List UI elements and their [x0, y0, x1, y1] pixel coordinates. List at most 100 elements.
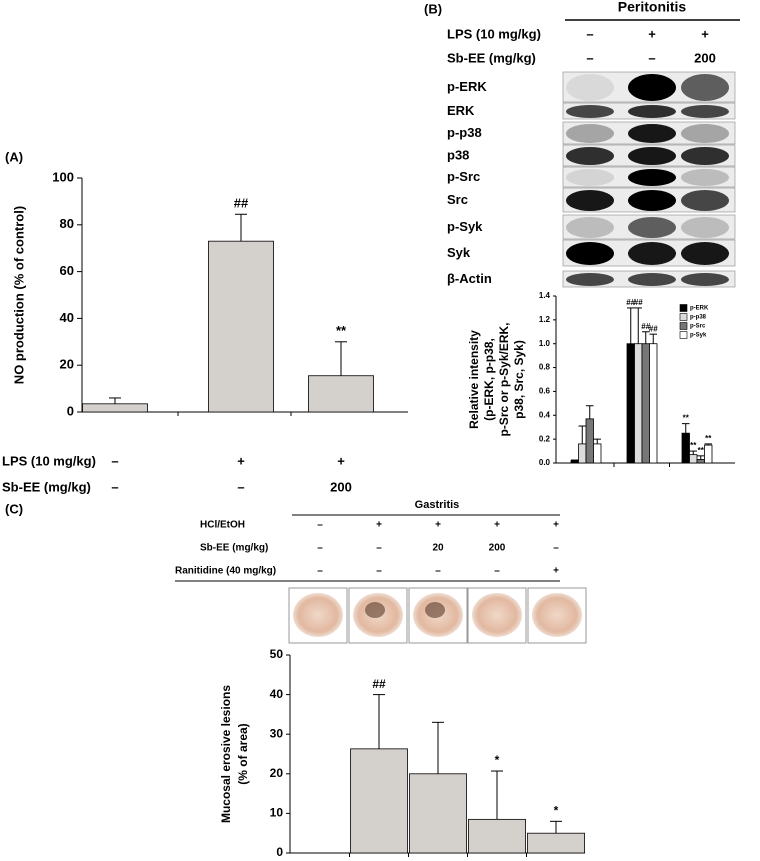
blot-band: [681, 124, 729, 143]
band-label: β-Actin: [447, 271, 492, 286]
annotation: **: [683, 414, 690, 423]
y-tick-label: 60: [60, 263, 74, 278]
blot-band: [628, 273, 676, 286]
treatment-symbol: –: [111, 479, 118, 494]
bar: [689, 454, 698, 464]
bar: [409, 773, 467, 854]
y-tick-label: 40: [60, 310, 74, 325]
treatment-symbol: +: [376, 520, 382, 531]
annotation: **: [336, 323, 347, 338]
bar: [350, 748, 408, 854]
treatment-symbol: +: [648, 26, 656, 41]
y-tick-label: 50: [270, 647, 284, 661]
annotation: **: [690, 441, 697, 450]
blot-band: [628, 169, 676, 186]
annotation: **: [698, 446, 705, 455]
bar: [641, 343, 650, 464]
bar: [681, 432, 690, 464]
treatment-symbol: –: [435, 566, 441, 577]
treatment-symbol: +: [701, 26, 709, 41]
treatment-symbol: 200: [489, 543, 506, 554]
annotation: *: [495, 753, 500, 767]
bar: [308, 375, 374, 413]
blot-band: [681, 169, 729, 186]
bar: [634, 343, 643, 464]
legend-label: p-Syk: [690, 333, 707, 339]
blot-condition: Peritonitis: [618, 0, 687, 15]
y-tick-label: 80: [60, 216, 74, 231]
bar: [704, 444, 713, 464]
bar: [570, 460, 579, 464]
treatment-symbol: –: [648, 50, 655, 65]
treatment-symbol: –: [111, 453, 118, 468]
y-axis-label: (p-ERK, p-p38,: [482, 338, 496, 421]
blot-band: [566, 124, 614, 143]
band-label: p-Syk: [447, 219, 483, 234]
treatment-symbol: +: [553, 566, 559, 577]
bar: [649, 343, 658, 464]
treatment-symbol: +: [237, 453, 245, 468]
y-axis-label: p-Src or p-Syk/ERK,: [497, 322, 511, 436]
y-axis-label: Relative intensity: [467, 330, 481, 429]
band-label: Syk: [447, 245, 471, 260]
treatment-symbol: 20: [432, 543, 444, 554]
treatment-label: Sb-EE (mg/kg): [2, 479, 91, 494]
blot-band: [681, 242, 729, 265]
bar: [626, 343, 635, 464]
blot-band: [566, 242, 614, 265]
lesion: [365, 602, 385, 618]
blot-band: [628, 190, 676, 211]
y-tick-label: 1.0: [539, 339, 551, 348]
blot-band: [566, 105, 614, 118]
treatment-symbol: +: [337, 453, 345, 468]
treatment-symbol: –: [317, 520, 323, 531]
bar: [696, 459, 705, 464]
bar: [468, 818, 526, 854]
treatment-symbol: –: [376, 566, 382, 577]
y-tick-label: 20: [60, 357, 74, 372]
y-tick-label: 1.4: [539, 291, 551, 300]
treatment-symbol: +: [553, 520, 559, 531]
treatment-symbol: 200: [330, 479, 352, 494]
blot-band: [566, 169, 614, 186]
blot-band: [628, 242, 676, 265]
treatment-symbol: –: [376, 543, 382, 554]
treatment-symbol: –: [237, 479, 244, 494]
annotation: ##: [649, 324, 658, 333]
bar: [578, 443, 587, 464]
blot-band: [681, 147, 729, 165]
y-tick-label: 10: [270, 806, 284, 820]
treatment-label: Ranitidine (40 mg/kg): [175, 566, 276, 577]
treatment-label: HCl/EtOH: [200, 520, 245, 531]
annotation: ##: [234, 196, 249, 211]
treatment-symbol: –: [317, 566, 323, 577]
treatment-symbol: –: [586, 50, 593, 65]
blot-band: [628, 74, 676, 101]
panel-label: (A): [5, 149, 23, 164]
bar: [593, 443, 602, 464]
annotation: ##: [626, 298, 635, 307]
y-tick-label: 40: [270, 687, 284, 701]
treatment-symbol: +: [494, 520, 500, 531]
treatment-symbol: –: [586, 26, 593, 41]
treatment-symbol: –: [553, 543, 559, 554]
band-label: p-p38: [447, 125, 482, 140]
treatment-symbol: +: [435, 520, 441, 531]
blot-band: [566, 273, 614, 286]
band-label: p-Src: [447, 169, 480, 184]
bar: [527, 832, 585, 854]
blot-band: [681, 190, 729, 211]
legend-swatch: [679, 322, 688, 330]
panel-label: (C): [5, 501, 23, 516]
y-tick-label: 1.2: [539, 315, 551, 324]
y-tick-label: 20: [270, 766, 284, 780]
treatment-label: LPS (10 mg/kg): [2, 453, 96, 468]
blot-band: [566, 217, 614, 238]
y-tick-label: 0.8: [539, 363, 551, 372]
annotation: *: [554, 803, 559, 817]
stomach-photo: [293, 593, 343, 637]
lesion: [425, 602, 445, 618]
y-axis-label: Mucosal erosive lesions: [219, 685, 233, 823]
band-label: p-ERK: [447, 79, 487, 94]
